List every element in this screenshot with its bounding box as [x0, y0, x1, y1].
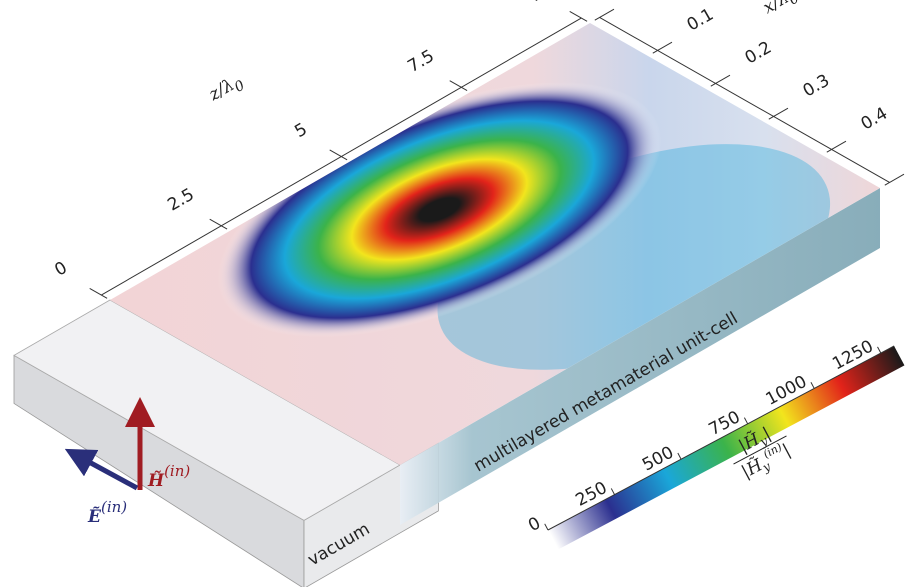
text-part: H̃: [147, 471, 165, 491]
z-tick-label: 0: [51, 258, 70, 281]
z-axis-title: z/λ0: [205, 71, 248, 110]
text-part: (in): [164, 462, 190, 480]
x-axis-title: x/λ0: [760, 0, 802, 22]
scene: 02.557.510z/λ000.10.20.30.40.5x/λ0vacuum…: [14, 0, 915, 587]
colorbar-tick-label: 0: [525, 513, 544, 536]
x-tick: [827, 141, 846, 152]
figure: 02.557.510z/λ000.10.20.30.40.5x/λ0vacuum…: [0, 0, 915, 587]
x-tick-label: 0.4: [858, 104, 891, 135]
x-tick-label: 0.1: [684, 5, 717, 36]
x-tick: [885, 174, 904, 185]
z-tick-label: 2.5: [164, 185, 197, 216]
x-tick: [769, 108, 788, 119]
z-tick-label: 7.5: [404, 46, 437, 77]
z-tick-label: 5: [291, 119, 310, 142]
colorbar-tick: [878, 347, 881, 353]
x-tick-label: 0.2: [742, 38, 775, 69]
x-tick-label: 0: [626, 0, 645, 2]
text-part: x/λ: [760, 0, 793, 18]
colorbar-tick: [611, 488, 614, 494]
x-tick-label: 0.3: [800, 71, 833, 102]
z-tick-label: 10: [527, 0, 556, 6]
colorbar-tick: [678, 453, 681, 459]
e-label: Ẽ(in): [87, 498, 127, 527]
x-tick: [653, 42, 672, 53]
text-part: z/λ: [205, 75, 238, 106]
x-tick: [711, 75, 730, 86]
colorbar-tick: [545, 524, 548, 530]
text-part: Ẽ: [87, 505, 102, 527]
text-part: (in): [101, 498, 127, 516]
x-tick: [595, 9, 614, 20]
colorbar-tick: [744, 418, 747, 424]
colorbar-tick: [811, 382, 814, 388]
